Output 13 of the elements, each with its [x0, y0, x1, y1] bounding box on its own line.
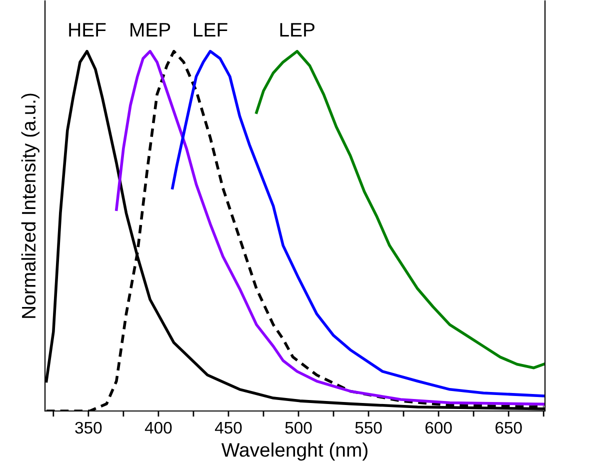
- x-tick-label: 400: [144, 422, 172, 434]
- x-axis-title: Wavelenght (nm): [221, 442, 368, 461]
- x-tick-label: 600: [426, 422, 452, 434]
- y-axis-title: Normalized Intensity (a.u.): [21, 94, 40, 318]
- series-label: HEF: [69, 23, 106, 36]
- x-tick-label: 550: [355, 422, 382, 434]
- x-tick-label: 500: [285, 422, 312, 434]
- series-label: LEF: [194, 23, 228, 36]
- x-tick-label: 350: [75, 422, 102, 434]
- series-label: LEP: [280, 23, 314, 36]
- series-label: MEP: [130, 23, 170, 36]
- x-tick-label: 450: [214, 422, 242, 434]
- x-tick-label: 650: [496, 422, 522, 434]
